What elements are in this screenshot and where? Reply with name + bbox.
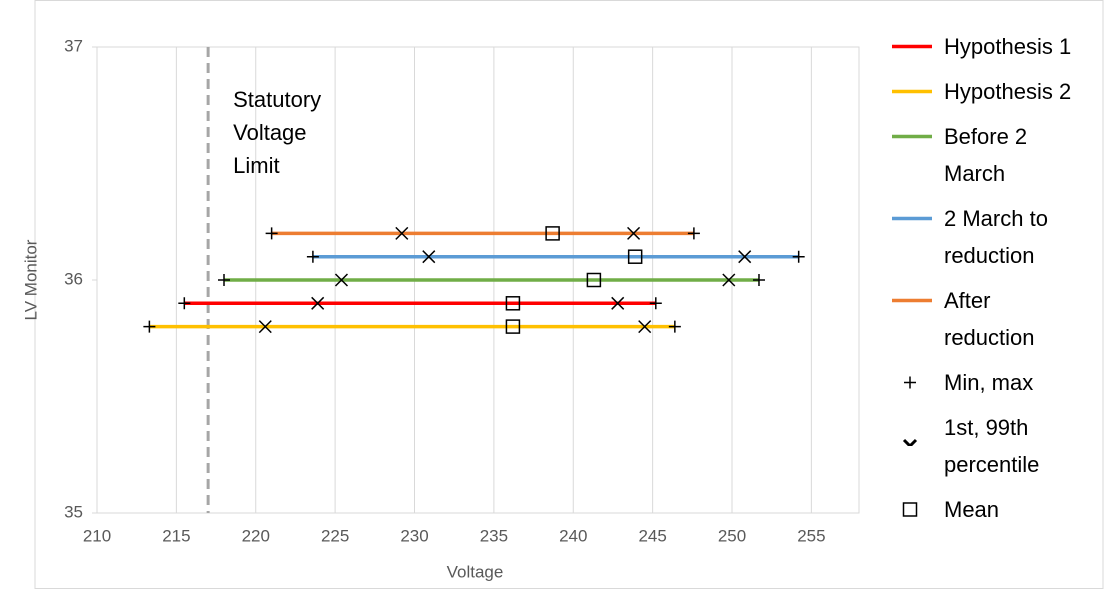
- legend-label: Mean: [944, 497, 1000, 522]
- legend-label: Min, max: [944, 370, 1034, 395]
- min-max-marker: [143, 320, 156, 333]
- min-max-marker: [792, 250, 805, 263]
- percentile-marker: [311, 296, 325, 310]
- percentile-marker: [627, 226, 641, 240]
- legend-swatch: [892, 298, 932, 303]
- min-max-marker: [265, 227, 278, 240]
- legend-item: 2 March to reduction: [890, 200, 1100, 274]
- percentile-marker: [258, 320, 272, 334]
- percentile-marker: [638, 320, 652, 334]
- mean-marker: [505, 296, 521, 311]
- x-tick-label: 235: [480, 526, 508, 545]
- legend-label: 2 March to reduction: [944, 206, 1048, 268]
- mean-marker: [902, 502, 918, 517]
- x-tick-label: 225: [321, 526, 349, 545]
- legend-item: Hypothesis 2: [890, 73, 1100, 110]
- plot-frame: [96, 46, 860, 514]
- y-tick-label: 37: [64, 36, 83, 55]
- legend-label: After reduction: [944, 288, 1035, 350]
- x-tick-label: 255: [797, 526, 825, 545]
- legend-swatch: [902, 502, 918, 517]
- x-tick-label: 245: [638, 526, 666, 545]
- percentile-marker: [902, 438, 918, 446]
- x-tick-label: 215: [162, 526, 190, 545]
- percentile-marker: [722, 273, 736, 287]
- annotation: Statutory: [233, 87, 321, 112]
- min-max-marker: [904, 376, 916, 389]
- percentile-marker: [334, 273, 349, 287]
- min-max-marker: [687, 227, 700, 240]
- percentile-marker: [611, 296, 625, 310]
- annotation: Limit: [233, 153, 279, 178]
- legend-item: Mean: [890, 491, 1100, 528]
- x-axis-title: Voltage: [447, 562, 504, 581]
- legend-label: Before 2 March: [944, 124, 1028, 186]
- y-tick-label: 35: [64, 502, 83, 521]
- legend-item: Before 2 March: [890, 118, 1100, 192]
- legend-swatch: [904, 376, 916, 389]
- legend-swatch: [902, 438, 918, 446]
- legend-label: Hypothesis 2: [944, 79, 1072, 104]
- mean-marker: [505, 319, 521, 334]
- legend-item: Min, max: [890, 364, 1100, 401]
- chart-frame: [34, 0, 1104, 589]
- x-tick-label: 240: [559, 526, 587, 545]
- mean-marker: [627, 249, 643, 264]
- legend: Hypothesis 1 Hypothesis 2 Before 2 March 2 …: [890, 28, 1100, 536]
- x-tick-label: 220: [242, 526, 270, 545]
- min-max-marker: [178, 297, 191, 310]
- min-max-marker: [218, 274, 230, 286]
- min-max-marker: [649, 297, 662, 310]
- legend-label: 1st, 99th percentile: [944, 415, 1040, 477]
- legend-swatch: [892, 44, 932, 49]
- y-tick-label: 36: [64, 269, 83, 288]
- legend-swatch: [892, 89, 932, 94]
- x-tick-label: 210: [83, 526, 111, 545]
- min-max-marker: [668, 320, 681, 333]
- percentile-marker: [395, 226, 409, 240]
- percentile-marker: [738, 250, 752, 264]
- legend-swatch: [892, 134, 932, 139]
- legend-item: Hypothesis 1: [890, 28, 1100, 65]
- legend-item: After reduction: [890, 282, 1100, 356]
- y-axis-title: LV Monitor: [21, 239, 40, 320]
- min-max-marker: [306, 250, 319, 263]
- min-max-marker: [752, 274, 765, 286]
- legend-item: 1st, 99th percentile: [890, 409, 1100, 483]
- legend-label: Hypothesis 1: [944, 34, 1072, 59]
- mean-marker: [586, 272, 602, 288]
- x-tick-label: 230: [400, 526, 428, 545]
- percentile-marker: [422, 250, 436, 264]
- mean-marker: [545, 226, 560, 241]
- x-tick-label: 250: [718, 526, 746, 545]
- annotation: Voltage: [233, 120, 306, 145]
- legend-swatch: [892, 216, 932, 221]
